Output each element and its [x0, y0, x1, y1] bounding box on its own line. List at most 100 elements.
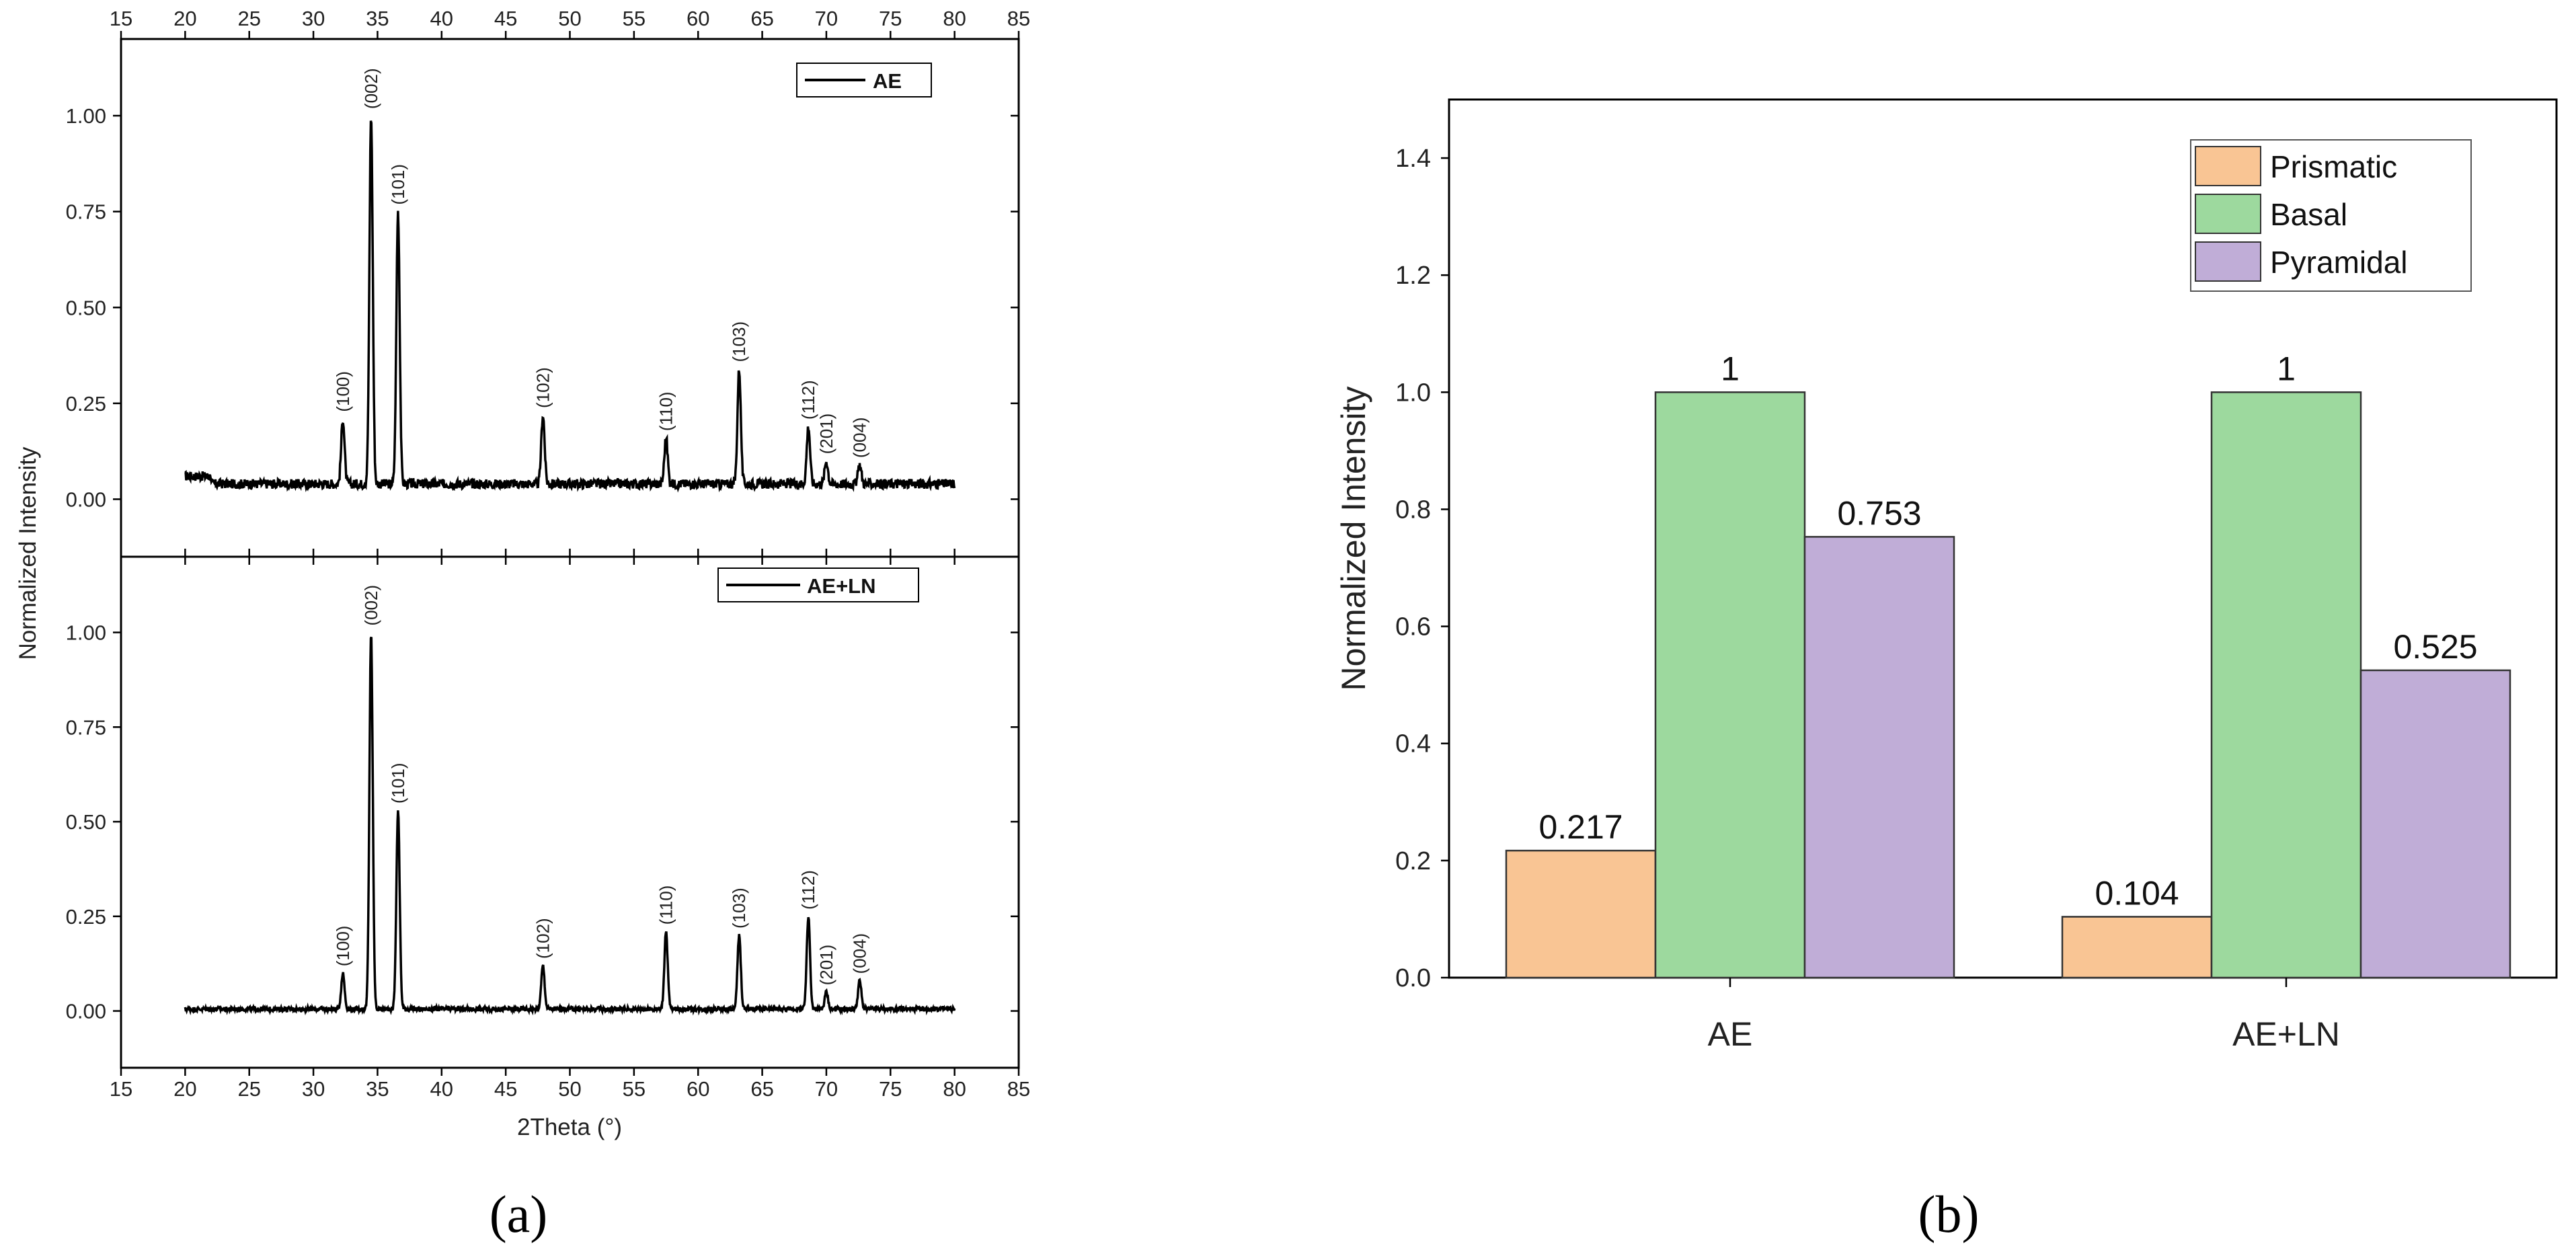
legend-aeln: AE+LN: [807, 574, 876, 598]
x-tick-label-bottom: 85: [1007, 1077, 1030, 1101]
bar-panel: 0.0 0.2 0.4 0.6 0.8 1.0 1.2 1.4 0.217 1 0.753 0.10…: [1335, 98, 2558, 1243]
y-tick-label: 0.6: [1395, 613, 1431, 641]
x-tick-label-top: 70: [815, 7, 838, 30]
x-tick-label-bottom: 75: [879, 1077, 902, 1101]
x-tick-label-top: 45: [494, 7, 517, 30]
x-tick-label-bottom: 20: [173, 1077, 196, 1101]
x-tick-label-top: 40: [430, 7, 453, 30]
y-tick-label: 1.4: [1395, 145, 1431, 173]
peak-label: (100): [333, 371, 353, 412]
xrd-ae-pattern: [184, 120, 956, 493]
x-tick-label-bottom: 45: [494, 1077, 517, 1101]
x-tick-label-top: 25: [237, 7, 260, 30]
y-tick-label: 0.4: [1395, 730, 1431, 758]
xrd-top-y-ticks: 0.00 0.25 0.50 0.75 1.00: [66, 104, 1019, 511]
bar-value-label: 0.104: [2095, 874, 2179, 912]
x-tick-label-bottom: 40: [430, 1077, 453, 1101]
bar-pyramidal-ae-ln: [2359, 669, 2511, 979]
x-tick-label-bottom: 80: [943, 1077, 966, 1101]
bar-value-label: 0.525: [2393, 628, 2477, 666]
peak-label: (101): [388, 762, 408, 804]
x-tick-label-bottom: 30: [302, 1077, 325, 1101]
panel-b-caption: (b): [1918, 1185, 1980, 1243]
peak-label: (110): [656, 391, 676, 431]
xrd-top-legend: AE: [796, 63, 932, 97]
y-tick-label: 0.50: [66, 810, 106, 834]
legend-basal: Basal: [2270, 197, 2347, 232]
y-tick-label: 1.2: [1395, 262, 1431, 290]
x-tick-label-top: 20: [173, 7, 196, 30]
xrd-bottom-legend: AE+LN: [717, 567, 919, 602]
x-tick-label-top: 30: [302, 7, 325, 30]
xrd-aeln-pattern: [184, 636, 956, 1016]
x-tick-label-top: 65: [750, 7, 773, 30]
peak-label: (102): [533, 918, 553, 959]
peak-label: (004): [850, 933, 870, 974]
xrd-y-axis-label: Normalized Intensity: [15, 446, 41, 660]
bar-y-ticks: 0.0 0.2 0.4 0.6 0.8 1.0 1.2 1.4: [1395, 145, 1449, 992]
legend-swatch-prismatic: [2195, 146, 2261, 186]
bar-y-axis-label: Normalized Intensity: [1335, 387, 1372, 691]
y-tick-label: 0.50: [66, 296, 106, 319]
peak-label: (100): [333, 926, 353, 967]
x-tick-label-bottom: 55: [623, 1077, 646, 1101]
y-tick-label: 1.00: [66, 104, 106, 128]
bar-basal-ae-ln: [2210, 391, 2362, 979]
bar-plot-frame: [1448, 98, 2558, 979]
x-tick-label-top: 80: [943, 7, 966, 30]
bar-prismatic-ae-ln: [2061, 916, 2213, 979]
y-tick-label: 0.25: [66, 905, 106, 929]
peak-label: (110): [656, 886, 676, 925]
legend-swatch-pyramidal: [2195, 241, 2261, 282]
x-tick-label-top: 55: [623, 7, 646, 30]
x-tick-label-bottom: 50: [558, 1077, 581, 1101]
x-category-label: AE: [1708, 1015, 1753, 1053]
x-tick-label-top: 35: [366, 7, 389, 30]
bar-value-label: 0.217: [1538, 808, 1623, 846]
x-tick-label-bottom: 65: [750, 1077, 773, 1101]
xrd-bottom-peak-labels: (100) (002) (101) (102) (110) (103) (112) (201)…: [333, 585, 870, 986]
peak-label: (004): [850, 417, 870, 458]
x-tick-label-bottom: 15: [110, 1077, 132, 1101]
peak-label: (002): [361, 68, 381, 109]
x-category-label: AE+LN: [2232, 1015, 2340, 1053]
y-tick-label: 0.8: [1395, 496, 1431, 524]
xrd-bottom-frame: [120, 555, 1020, 1069]
xrd-top-peak-labels: (100) (002) (101) (102) (110) (103) (112)(201)…: [333, 68, 870, 458]
peak-label: (103): [729, 321, 749, 362]
panel-a-caption: (a): [490, 1185, 548, 1243]
xrd-panel: 15 20 25 30 35 40 45 50 55 60 65 70 75 80 85 15 20 25 30 3…: [15, 7, 1030, 1243]
x-tick-label-bottom: 25: [237, 1077, 260, 1101]
y-tick-label: 0.25: [66, 392, 106, 416]
x-tick-label-top: 75: [879, 7, 902, 30]
peak-label: (112): [798, 870, 818, 910]
peak-label: (002): [361, 585, 381, 626]
y-tick-label: 0.75: [66, 715, 106, 739]
bar-legend: Prismatic Basal Pyramidal: [2190, 139, 2472, 292]
peak-label: (112): [798, 380, 818, 420]
x-tick-label-top: 50: [558, 7, 581, 30]
xrd-bottom-x-ticks: 15 20 25 30 35 40 45 50 55 60 65 70 75 80 85: [110, 557, 1030, 1101]
y-tick-label: 0.75: [66, 200, 106, 224]
bar-pyramidal-ae: [1803, 536, 1955, 979]
x-tick-label-bottom: 35: [366, 1077, 389, 1101]
x-tick-label-bottom: 60: [687, 1077, 709, 1101]
x-tick-label-top: 60: [687, 7, 709, 30]
xrd-x-axis-label: 2Theta (°): [517, 1114, 622, 1140]
bar-value-label: 1: [2277, 350, 2296, 387]
legend-pyramidal: Pyramidal: [2270, 245, 2408, 280]
y-tick-label: 0.00: [66, 1000, 106, 1023]
peak-label: (103): [729, 888, 749, 929]
y-tick-label: 0.00: [66, 487, 106, 511]
bar-prismatic-ae: [1505, 849, 1657, 979]
y-tick-label: 1.00: [66, 621, 106, 645]
legend-ae: AE: [873, 69, 902, 93]
xrd-bottom-y-ticks: 0.00 0.25 0.50 0.75 1.00: [66, 621, 1019, 1023]
xrd-top-x-ticks: 15 20 25 30 35 40 45 50 55 60 65 70 75 80 85: [110, 7, 1030, 557]
bar-basal-ae: [1654, 391, 1806, 979]
x-tick-label-top: 85: [1007, 7, 1030, 30]
legend-swatch-basal: [2195, 194, 2261, 234]
bar-value-label: 0.753: [1837, 494, 1921, 532]
bar-x-categories: AE AE+LN: [1708, 978, 2340, 1053]
x-tick-label-bottom: 70: [815, 1077, 838, 1101]
